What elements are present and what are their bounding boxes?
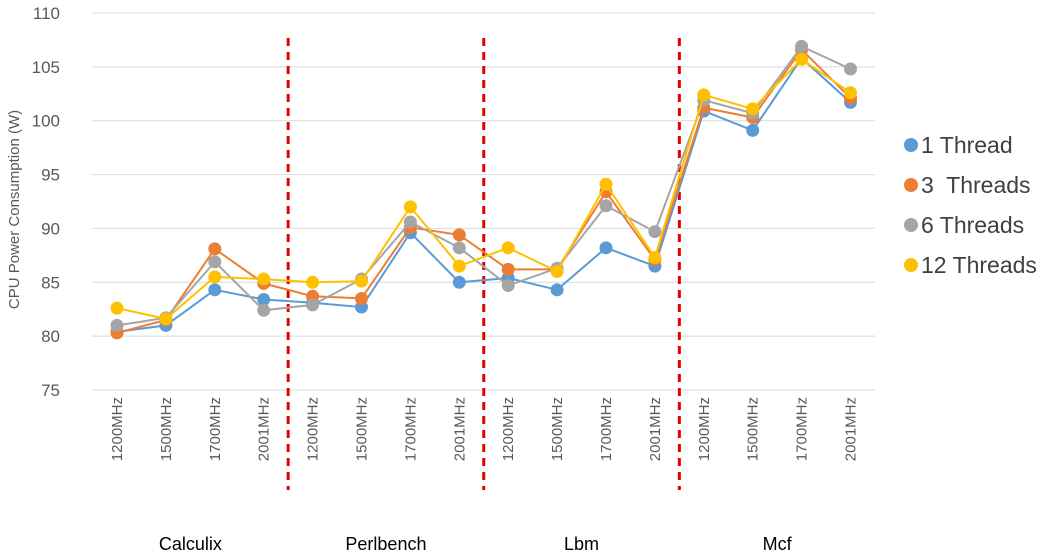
data-point [599,199,613,213]
x-tick-label: 1500MHz [354,397,371,461]
legend-label: 12 Threads [921,252,1037,278]
legend-item: 3 Threads [904,172,1031,198]
data-point [110,318,124,332]
data-point [795,52,809,66]
series-line [116,58,852,320]
group-separators [286,38,681,490]
data-point [501,241,515,255]
data-point [746,102,760,116]
x-tick-label: 1500MHz [745,397,762,461]
data-point [403,215,417,229]
legend-marker [904,138,918,152]
data-point [257,303,271,317]
y-tick-label: 105 [32,58,60,77]
y-tick-label: 95 [41,166,60,185]
x-tick-label: 2001MHz [451,397,468,461]
data-point [355,291,368,305]
data-point [746,123,760,137]
series-line [116,45,851,327]
group-label-perlbench: Perlbench [345,534,426,554]
data-point [257,293,271,307]
y-tick-label: 90 [41,219,60,238]
data-point [208,242,222,256]
data-point [697,88,711,102]
data-point [452,275,466,289]
data-point [844,86,857,100]
data-point [159,312,173,326]
data-point [452,241,466,255]
legend-item: 1 Thread [904,132,1013,158]
data-point [550,283,564,297]
data-point [501,279,515,293]
data-point [306,275,320,289]
x-tick-label: 1500MHz [158,397,175,461]
y-tick-label: 85 [41,273,60,292]
data-point [648,225,662,239]
group-label-lbm: Lbm [564,534,599,554]
x-tick-label: 1700MHz [207,397,224,461]
data-point [257,272,271,286]
legend-item: 12 Threads [904,252,1037,278]
x-tick-label: 1700MHz [598,397,615,461]
legend-item: 6 Threads [904,212,1024,238]
series-4 [110,52,857,326]
x-tick-label: 1200MHz [109,397,126,461]
data-point [795,39,809,53]
y-tick-label: 110 [33,4,60,23]
data-point [208,255,222,269]
group-label-mcf: Mcf [763,534,793,554]
x-tick-label: 1700MHz [794,397,811,461]
data-point [110,301,124,315]
x-tick-label: 1200MHz [305,397,322,461]
x-tick-label: 1700MHz [402,397,419,461]
x-tick-label: 1500MHz [549,397,566,461]
legend-marker [904,178,918,192]
series-line [116,56,852,333]
data-point [648,251,662,265]
y-tick-label: 80 [41,327,60,346]
series-line [116,48,852,334]
data-point [208,283,222,297]
x-tick-label: 2001MHz [256,397,273,461]
y-tick-label: 100 [32,112,60,131]
data-point [844,62,857,76]
data-point [306,298,320,312]
x-tick-label: 2001MHz [647,397,664,461]
data-point [501,262,515,276]
data-point [208,270,222,284]
y-axis-ticks: 75 80 85 90 95 100 105 110 [32,4,60,400]
legend-marker [904,218,918,232]
x-tick-label: 1200MHz [696,397,713,461]
group-label-calculix: Calculix [159,534,222,554]
series-layer [110,39,857,340]
legend-label: 3 Threads [921,172,1031,198]
data-point [599,177,613,191]
x-tick-label: 2001MHz [843,397,860,461]
data-point [452,259,466,273]
x-axis-ticks: 1200MHz 1500MHz 1700MHz 2001MHz 1200MHz 1500M… [109,397,860,461]
group-labels: Calculix Perlbench Lbm Mcf [159,534,793,554]
legend-label: 6 Threads [921,212,1024,238]
data-point [550,265,564,279]
data-point [599,241,613,255]
legend-label: 1 Thread [921,132,1013,158]
data-point [452,228,466,242]
legend: 1 Thread 3 Threads 6 Threads 12 Threads [904,132,1037,278]
x-tick-label: 1200MHz [500,397,517,461]
data-point [355,274,368,288]
data-point [403,200,417,214]
legend-marker [904,258,918,272]
y-axis-label: CPU Power Consumption (W) [6,110,23,309]
y-tick-label: 75 [41,381,60,400]
